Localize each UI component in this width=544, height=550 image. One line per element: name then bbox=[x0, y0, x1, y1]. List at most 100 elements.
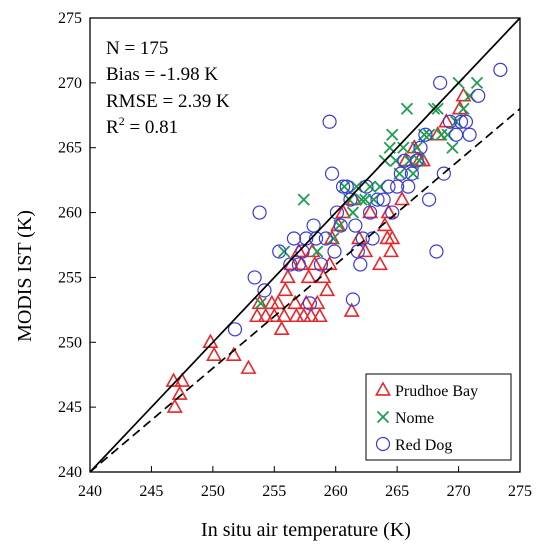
red-dog-point bbox=[390, 179, 405, 194]
red-dog-point bbox=[363, 205, 378, 220]
y-tick-label: 270 bbox=[58, 75, 82, 92]
red-dog-point bbox=[227, 322, 243, 337]
legend-items: Prudhoe Bay Nome Red Dog bbox=[374, 381, 478, 454]
red-dog-point bbox=[453, 114, 469, 129]
red-dog-point bbox=[370, 192, 385, 207]
x-tick-label: 260 bbox=[324, 483, 348, 500]
red-dog-point bbox=[355, 231, 370, 246]
prudhoe-bay-point bbox=[293, 255, 310, 271]
red-dog-point bbox=[348, 218, 363, 233]
red-dog-point bbox=[345, 292, 361, 307]
stat-rmse: RMSE = 2.39 K bbox=[106, 91, 230, 112]
prudhoe-bay-point bbox=[279, 268, 296, 284]
prudhoe-bay-point bbox=[309, 294, 326, 310]
red-dog-point bbox=[418, 127, 433, 142]
prudhoe-bay-point bbox=[171, 385, 188, 400]
red-dog-point bbox=[381, 179, 396, 194]
legend-label-nome: Nome bbox=[395, 410, 434, 427]
red-dog-point bbox=[436, 166, 451, 181]
red-dog-point bbox=[413, 140, 428, 155]
red-dog-point bbox=[322, 114, 337, 129]
red-dog-point bbox=[286, 231, 302, 246]
y-tick-label: 240 bbox=[58, 464, 82, 481]
nome-point bbox=[397, 141, 410, 154]
red-dog-point bbox=[353, 257, 368, 272]
prudhoe-bay-point bbox=[206, 346, 223, 361]
nome-point bbox=[311, 245, 324, 258]
prudhoe-bay-point bbox=[269, 294, 286, 310]
red-dog-point bbox=[493, 62, 508, 77]
prudhoe-bay-point bbox=[335, 203, 352, 219]
red-dog-point bbox=[252, 205, 267, 220]
x-tick-label: 275 bbox=[508, 483, 532, 500]
prudhoe-bay-point bbox=[257, 307, 274, 323]
series-red-dog bbox=[227, 62, 508, 337]
red-dog-point bbox=[299, 231, 314, 246]
reference-lines bbox=[89, 17, 521, 473]
red-dog-point bbox=[313, 257, 329, 272]
prudhoe-bay-point bbox=[376, 216, 393, 232]
nome-point bbox=[327, 232, 340, 245]
x-tick-label: 250 bbox=[201, 483, 225, 500]
nome-point bbox=[446, 141, 459, 154]
y-tick-label: 260 bbox=[58, 205, 82, 222]
red-dog-point bbox=[335, 179, 351, 194]
stat-bias: Bias = -1.98 K bbox=[106, 64, 218, 85]
red-dog-point bbox=[295, 244, 310, 259]
plot-area-frame bbox=[89, 17, 521, 473]
prudhoe-bay-point bbox=[357, 242, 374, 258]
red-dog-point bbox=[404, 166, 419, 181]
prudhoe-bay-point bbox=[174, 372, 191, 387]
prudhoe-bay-point bbox=[303, 307, 320, 323]
red-dog-point bbox=[442, 114, 458, 129]
prudhoe-bay-point bbox=[249, 307, 266, 323]
red-dog-point bbox=[421, 192, 437, 207]
red-dog-point bbox=[308, 231, 324, 246]
red-dog-point bbox=[350, 244, 365, 259]
prudhoe-bay-point bbox=[311, 307, 328, 323]
nome-point bbox=[297, 193, 310, 206]
nome-point bbox=[386, 128, 399, 141]
prudhoe-bay-point bbox=[240, 359, 257, 374]
red-dog-point bbox=[401, 179, 416, 194]
red-dog-point bbox=[393, 166, 408, 181]
red-dog-point bbox=[302, 296, 318, 311]
legend-label-prudhoe-bay: Prudhoe Bay bbox=[395, 383, 478, 400]
prudhoe-bay-point bbox=[273, 320, 290, 336]
y-tick-label: 265 bbox=[58, 140, 82, 157]
nome-point bbox=[367, 193, 380, 206]
nome-point bbox=[403, 154, 416, 167]
nome-point bbox=[457, 102, 470, 115]
prudhoe-bay-point bbox=[300, 268, 317, 284]
axis-ticks: 240 245 250 255 260 265 270 275 240 245 250 255 260 2… bbox=[58, 10, 532, 500]
red-dog-point bbox=[458, 114, 474, 129]
prudhoe-bay-point bbox=[394, 190, 411, 206]
prudhoe-bay-point bbox=[384, 229, 401, 245]
red-dog-point bbox=[385, 205, 400, 220]
red-dog-point bbox=[329, 205, 345, 220]
x-tick-label: 240 bbox=[78, 483, 102, 500]
legend-marker-prudhoe-bay bbox=[374, 381, 392, 396]
nome-point bbox=[277, 245, 291, 258]
stat-r2-superscript: 2 bbox=[119, 114, 125, 128]
red-dog-point bbox=[291, 257, 306, 272]
legend-label-red-dog: Red Dog bbox=[395, 437, 452, 454]
nome-point bbox=[410, 141, 423, 154]
prudhoe-bay-point bbox=[455, 87, 472, 102]
red-dog-point bbox=[327, 244, 342, 259]
y-tick-label: 255 bbox=[58, 269, 82, 286]
y-axis-title: MODIS IST (K) bbox=[14, 210, 36, 342]
prudhoe-bay-point bbox=[306, 255, 323, 271]
red-dog-point bbox=[376, 192, 391, 207]
prudhoe-bay-point bbox=[362, 203, 379, 219]
red-dog-point bbox=[247, 270, 262, 285]
red-dog-point bbox=[449, 127, 464, 142]
prudhoe-bay-point bbox=[277, 281, 294, 297]
nome-point bbox=[431, 102, 444, 115]
prudhoe-bay-point bbox=[287, 294, 304, 310]
red-dog-point bbox=[471, 88, 486, 103]
y-tick-label: 245 bbox=[58, 399, 82, 416]
one-to-one-line bbox=[89, 17, 521, 473]
prudhoe-bay-point bbox=[319, 281, 336, 297]
x-tick-label: 265 bbox=[385, 483, 409, 500]
